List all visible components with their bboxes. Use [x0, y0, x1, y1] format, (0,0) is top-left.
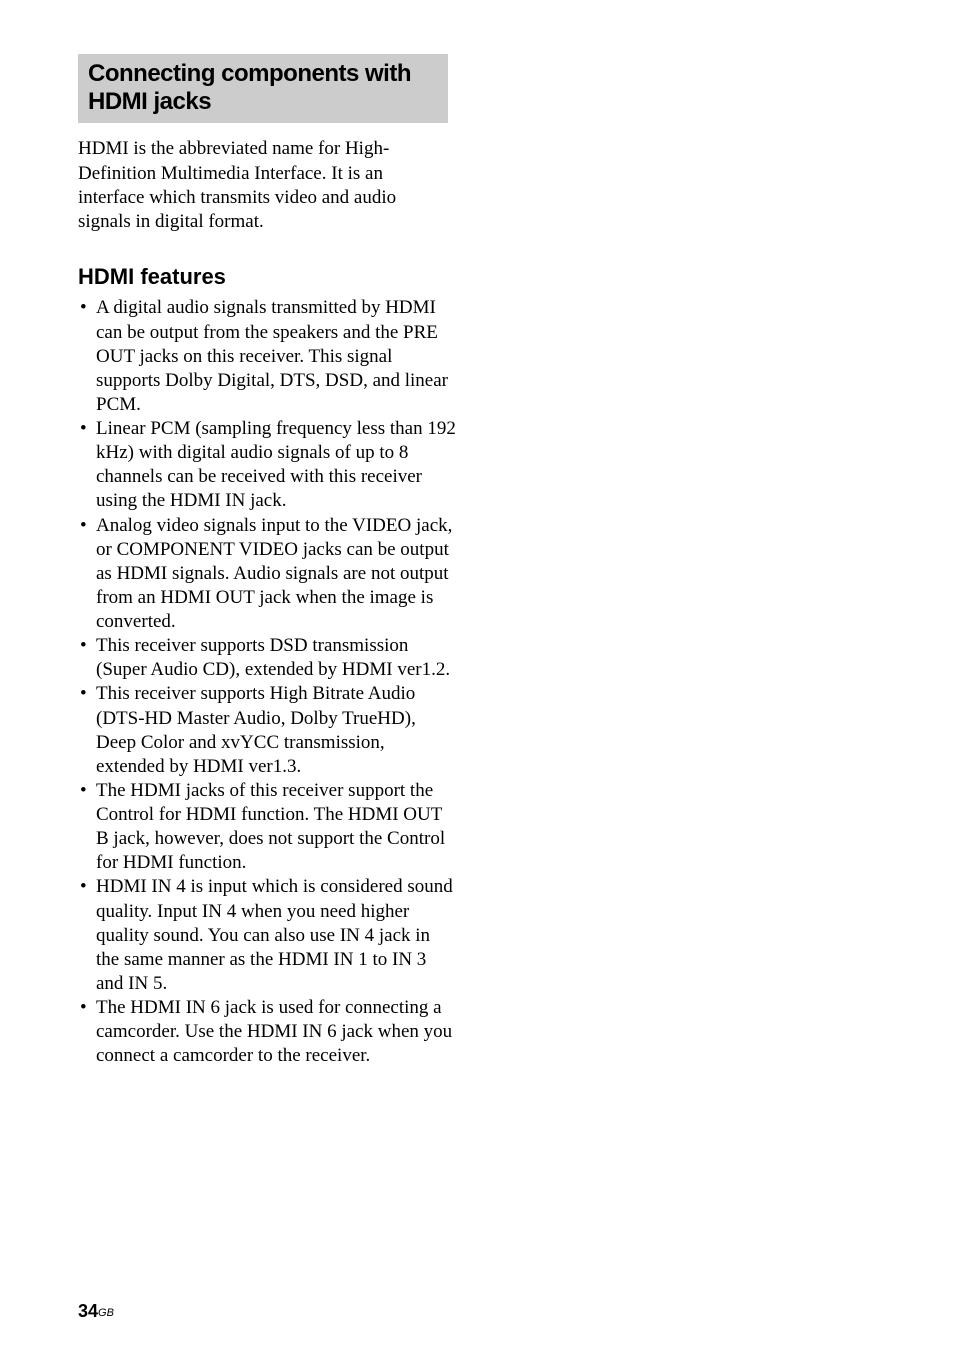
page-number: 34	[78, 1301, 98, 1321]
features-list: A digital audio signals transmitted by H…	[78, 296, 456, 1068]
list-item: The HDMI IN 6 jack is used for connectin…	[78, 996, 456, 1068]
section-heading: Connecting components with HDMI jacks	[78, 54, 448, 123]
list-item: Linear PCM (sampling frequency less than…	[78, 417, 456, 514]
list-item: This receiver supports High Bitrate Audi…	[78, 682, 456, 779]
list-item: Analog video signals input to the VIDEO …	[78, 514, 456, 635]
intro-paragraph: HDMI is the abbreviated name for High-De…	[78, 137, 448, 234]
list-item: HDMI IN 4 is input which is considered s…	[78, 875, 456, 996]
page-region: GB	[98, 1307, 114, 1319]
heading-line1: Connecting components with	[88, 60, 411, 87]
section-heading-title: Connecting components with HDMI jacks	[88, 60, 438, 115]
list-item: The HDMI jacks of this receiver support …	[78, 779, 456, 876]
heading-line2: HDMI jacks	[88, 88, 211, 115]
list-item: A digital audio signals transmitted by H…	[78, 296, 456, 417]
list-item: This receiver supports DSD transmission …	[78, 634, 456, 682]
hdmi-features-heading: HDMI features	[78, 264, 876, 290]
page-footer: 34GB	[78, 1301, 114, 1322]
